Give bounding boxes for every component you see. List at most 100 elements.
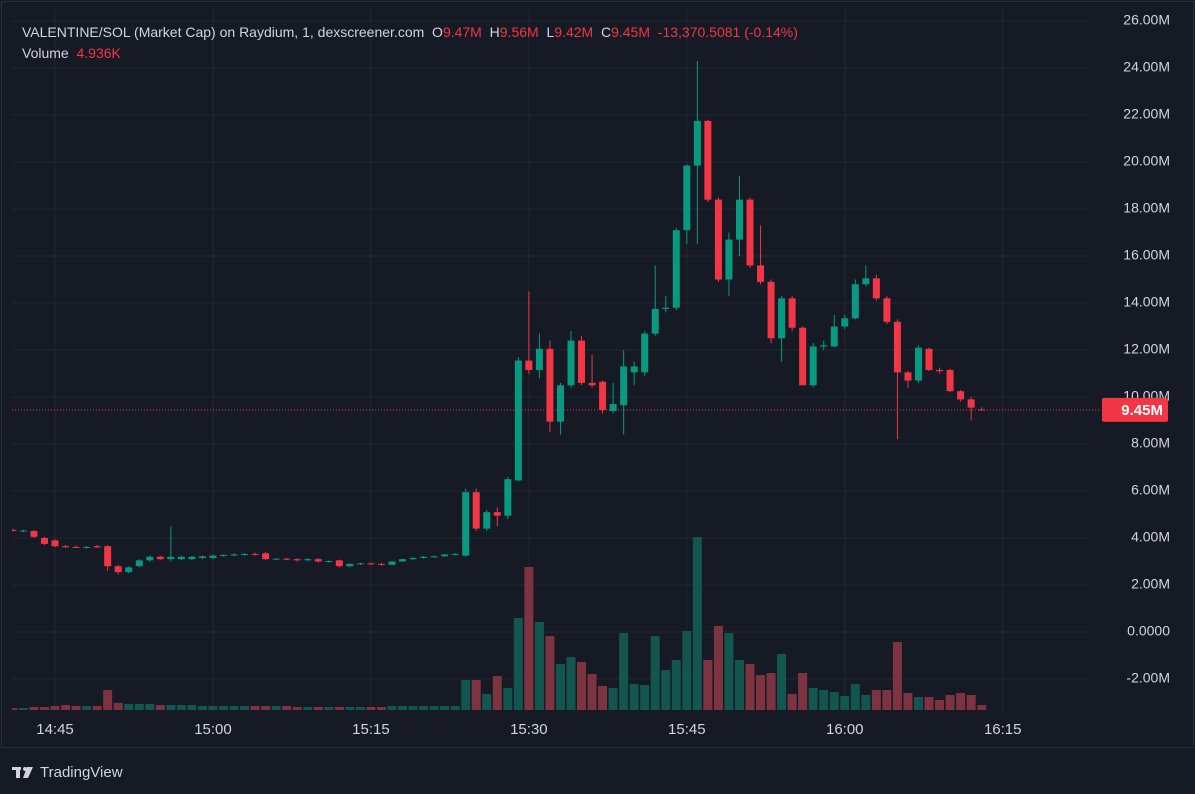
volume-bar (819, 690, 829, 710)
volume-bar (798, 673, 808, 710)
y-tick-label: 6.00M (1131, 482, 1170, 498)
candle-body (283, 558, 291, 560)
candle-body (472, 492, 480, 529)
candle-body (820, 345, 828, 347)
volume-bar (376, 707, 386, 710)
candle-body (641, 333, 649, 373)
candle-body (904, 372, 912, 381)
x-tick-label: 15:15 (352, 721, 390, 738)
candle-body (746, 199, 754, 266)
candle-body (462, 492, 470, 556)
candle-body (377, 563, 385, 565)
ohlc-label: C (600, 24, 612, 40)
volume-bar (956, 693, 966, 710)
volume-bar (598, 686, 608, 710)
candle-body (830, 326, 838, 347)
candle-body (556, 385, 564, 422)
volume-bar (808, 688, 818, 710)
candle-body (809, 346, 817, 386)
candle-body (146, 556, 154, 561)
ohlc-value: 9.42M (554, 24, 594, 40)
y-tick-label: 4.00M (1131, 529, 1170, 545)
volume-bar (208, 706, 218, 710)
volume-bar (566, 657, 576, 710)
volume-value: 4.936K (76, 45, 121, 61)
volume-bar (345, 707, 355, 710)
candle-body (946, 369, 954, 392)
candle-body (662, 307, 670, 309)
candle-body (925, 348, 933, 370)
volume-bar (534, 622, 544, 710)
candle-body (156, 556, 164, 560)
volume-bar (303, 707, 313, 710)
candle-body (62, 546, 70, 548)
volume-bar (240, 706, 250, 710)
candle-body (504, 479, 512, 516)
candle-body (714, 199, 722, 280)
volume-bar (555, 664, 565, 710)
volume-bar (471, 680, 481, 710)
volume-bar (935, 700, 945, 710)
volume-bar (187, 705, 197, 710)
volume-bar (145, 704, 155, 710)
candle-body (567, 340, 575, 386)
candle-body (893, 321, 901, 373)
candle-body (630, 366, 638, 373)
candle-body (251, 553, 259, 555)
y-tick-label: 14.00M (1123, 294, 1170, 310)
y-tick-label: 0.0000 (1127, 623, 1170, 639)
y-tick-label: 26.00M (1123, 12, 1170, 28)
volume-bar (450, 706, 460, 710)
candle-body (209, 555, 217, 558)
candle-body (40, 537, 48, 544)
volume-bar (756, 675, 766, 710)
volume-bar (977, 705, 987, 710)
candle-body (72, 546, 80, 548)
candle-body (936, 369, 944, 372)
candle-body (51, 540, 59, 547)
ohlc-value: 9.47M (442, 24, 482, 40)
volume-bar (840, 696, 850, 710)
volume-label: Volume (22, 45, 69, 61)
volume-bar (366, 707, 376, 710)
candle-body (651, 308, 659, 334)
volume-bar (398, 706, 408, 710)
ohlc-label: H (489, 24, 500, 40)
x-tick-label: 16:15 (984, 721, 1022, 738)
candle-body (788, 298, 796, 328)
x-tick-label: 14:45 (36, 721, 74, 738)
candle-body (535, 348, 543, 370)
candle-body (356, 563, 364, 565)
ohlc-value: 9.56M (499, 24, 539, 40)
candle-body (851, 284, 859, 319)
volume-bar (850, 684, 860, 710)
candle-body (967, 399, 975, 408)
volume-bar (355, 707, 365, 710)
candle-body (420, 556, 428, 558)
volume-bar (292, 707, 302, 710)
x-tick-label: 16:00 (826, 721, 864, 738)
candle-body (314, 559, 322, 562)
volume-bar (18, 708, 28, 710)
volume-bar (61, 705, 71, 710)
y-tick-label: 24.00M (1123, 59, 1170, 75)
candle-body (177, 556, 185, 560)
y-tick-label: 22.00M (1123, 106, 1170, 122)
volume-bar (71, 706, 81, 710)
candle-body (441, 554, 449, 557)
candle-body (767, 281, 775, 339)
candle-body (957, 391, 965, 400)
volume-bar (966, 695, 976, 710)
volume-bar (113, 703, 123, 710)
volume-bar (29, 707, 39, 710)
volume-bar (777, 654, 787, 710)
legend-line: VALENTINE/SOL (Market Cap) on Raydium, 1… (22, 24, 798, 40)
candle-body (514, 360, 522, 481)
volume-bar (766, 673, 776, 710)
volume-bar (82, 706, 92, 710)
candle-body (335, 560, 343, 567)
candle-body (914, 347, 922, 381)
candle-body (114, 566, 122, 573)
candle-body (388, 561, 396, 565)
volume-bar (892, 642, 902, 710)
